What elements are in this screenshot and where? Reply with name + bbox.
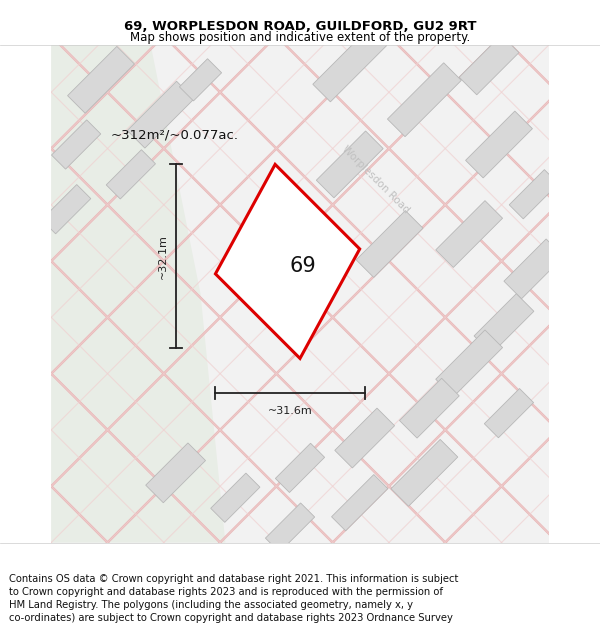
Polygon shape [504, 239, 564, 299]
Text: 69: 69 [289, 256, 316, 276]
Text: ~32.1m: ~32.1m [158, 234, 168, 279]
Polygon shape [51, 45, 226, 542]
Polygon shape [211, 473, 260, 522]
Polygon shape [68, 46, 134, 113]
Polygon shape [388, 62, 461, 137]
Text: 69, WORPLESDON ROAD, GUILDFORD, GU2 9RT: 69, WORPLESDON ROAD, GUILDFORD, GU2 9RT [124, 20, 476, 33]
Polygon shape [313, 28, 386, 102]
Polygon shape [127, 81, 194, 148]
Polygon shape [52, 120, 101, 169]
Polygon shape [316, 131, 383, 198]
Polygon shape [332, 474, 388, 531]
Text: Contains OS data © Crown copyright and database right 2021. This information is : Contains OS data © Crown copyright and d… [9, 574, 458, 625]
Polygon shape [300, 254, 349, 304]
Text: Worplesdon Road: Worplesdon Road [340, 144, 411, 215]
Polygon shape [215, 164, 360, 358]
Polygon shape [436, 330, 503, 397]
Polygon shape [146, 443, 206, 503]
Polygon shape [265, 503, 314, 552]
Polygon shape [466, 111, 532, 178]
Polygon shape [106, 150, 155, 199]
Polygon shape [179, 59, 221, 101]
Text: ~312m²/~0.077ac.: ~312m²/~0.077ac. [111, 128, 239, 141]
Polygon shape [391, 439, 458, 506]
Polygon shape [509, 169, 559, 219]
Polygon shape [436, 201, 503, 268]
Polygon shape [356, 211, 423, 278]
Polygon shape [400, 378, 459, 438]
Polygon shape [335, 408, 395, 468]
Polygon shape [484, 389, 533, 438]
Text: Map shows position and indicative extent of the property.: Map shows position and indicative extent… [130, 31, 470, 44]
Polygon shape [41, 184, 91, 234]
Polygon shape [459, 35, 519, 95]
Polygon shape [275, 443, 325, 493]
Polygon shape [474, 294, 534, 354]
Text: ~31.6m: ~31.6m [268, 406, 313, 416]
